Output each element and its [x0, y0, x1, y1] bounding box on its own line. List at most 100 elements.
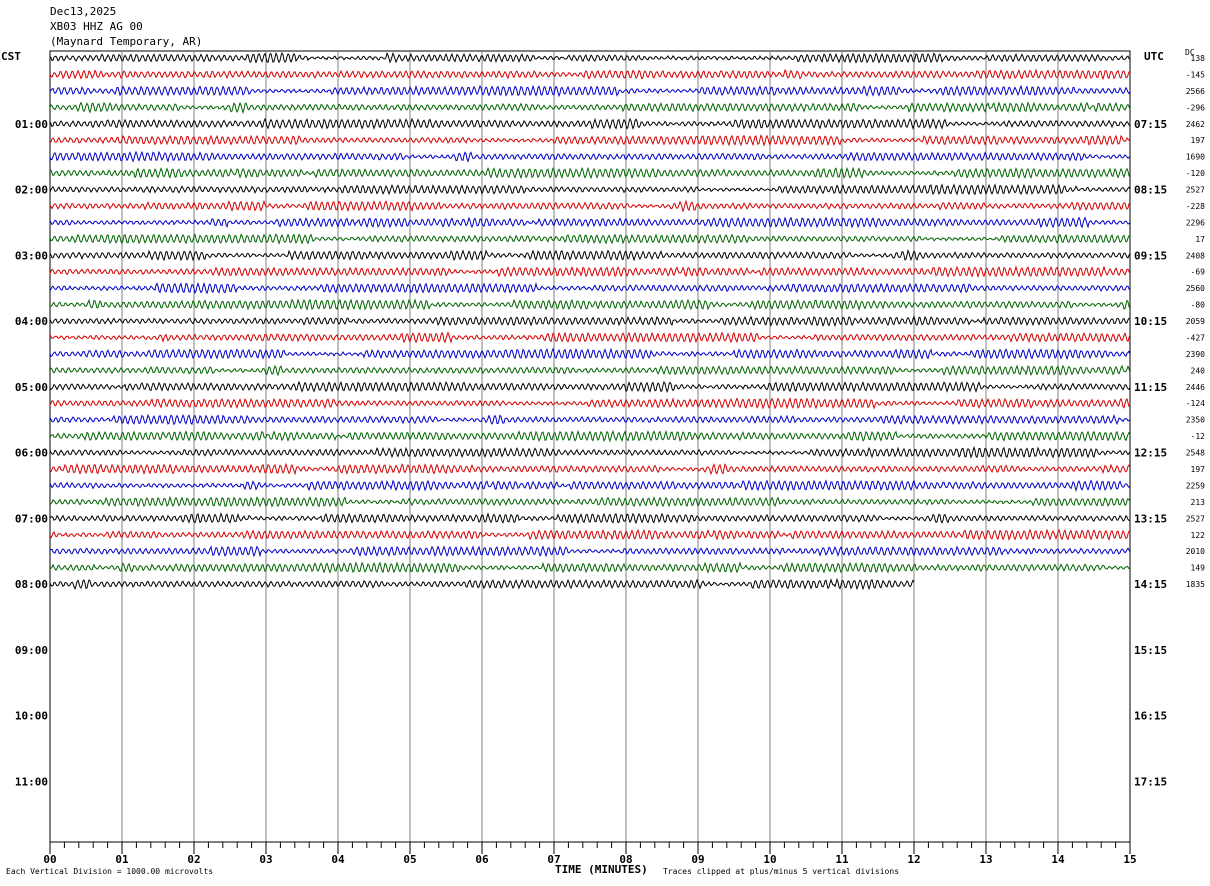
- x-tick-label: 09: [691, 853, 704, 866]
- seismic-trace: [49, 265, 1131, 279]
- left-hour-label: 08:00: [15, 578, 48, 591]
- seismic-trace: [49, 561, 1130, 574]
- x-tick-label: 07: [547, 853, 560, 866]
- seismic-trace: [49, 150, 1131, 163]
- seismic-trace: [49, 183, 1131, 196]
- right-hour-label: 08:15: [1134, 184, 1167, 197]
- station-id: XB03 HHZ AG 00: [50, 20, 143, 33]
- seismic-trace: [49, 281, 1131, 295]
- dc-offset-label: -69: [1191, 268, 1206, 277]
- dc-offset-label: 2560: [1186, 284, 1205, 293]
- seismic-trace: [49, 233, 1130, 246]
- right-hour-label: 12:15: [1134, 447, 1167, 460]
- left-hour-label: 04:00: [15, 315, 48, 328]
- seismic-trace: [49, 495, 1131, 508]
- dc-offset-label: -145: [1186, 70, 1205, 79]
- dc-offset-label: 2010: [1186, 547, 1205, 556]
- dc-offset-label: -296: [1186, 103, 1205, 112]
- x-tick-label: 15: [1123, 853, 1136, 866]
- seismic-trace: [49, 134, 1131, 147]
- dc-offset-label: 2408: [1186, 251, 1205, 260]
- dc-offset-label: 17: [1195, 235, 1205, 244]
- seismic-trace: [49, 166, 1131, 180]
- x-tick-label: 05: [403, 853, 416, 866]
- x-tick-label: 06: [475, 853, 489, 866]
- right-hour-label: 15:15: [1134, 644, 1167, 657]
- dc-offset-label: -80: [1191, 301, 1206, 310]
- seismic-trace: [49, 512, 1131, 525]
- seismic-trace: [49, 117, 1131, 130]
- dc-offset-label: 138: [1191, 54, 1206, 63]
- left-hour-label: 01:00: [15, 118, 48, 131]
- dc-offset-label: 2462: [1186, 120, 1205, 129]
- dc-offset-label: 1690: [1186, 153, 1205, 162]
- clip-note: Traces clipped at plus/minus 5 vertical …: [663, 867, 900, 876]
- seismic-trace: [49, 51, 1131, 64]
- x-tick-label: 04: [331, 853, 345, 866]
- seismic-trace: [49, 216, 1131, 229]
- dc-offset-label: 2527: [1186, 186, 1205, 195]
- dc-offset-label: 2390: [1186, 350, 1205, 359]
- seismic-trace: [49, 199, 1131, 213]
- x-tick-label: 02: [187, 853, 200, 866]
- dc-offset-label: 149: [1191, 564, 1206, 573]
- seismic-trace: [49, 528, 1130, 541]
- seismic-trace: [49, 413, 1131, 426]
- seismic-trace: [49, 68, 1131, 81]
- x-axis: 00 01 02 03 04 05 06 07 08 09 10 11 12 13 14 15: [43, 841, 1137, 866]
- left-hour-label: 09:00: [15, 644, 48, 657]
- dc-offset-label: 2446: [1186, 383, 1205, 392]
- seismic-trace: [49, 429, 1131, 443]
- x-tick-label: 01: [115, 853, 129, 866]
- left-hour-label: 05:00: [15, 381, 48, 394]
- dc-offset-label: 2296: [1186, 218, 1205, 227]
- seismic-trace: [49, 84, 1131, 98]
- x-tick-label: 08: [619, 853, 632, 866]
- seismic-trace: [49, 577, 915, 591]
- right-hour-label: 11:15: [1134, 381, 1167, 394]
- dc-offset-label: -12: [1191, 432, 1206, 441]
- seismic-trace: [49, 380, 1131, 393]
- dc-offset-label: 2259: [1186, 481, 1205, 490]
- seismic-trace: [49, 101, 1131, 115]
- x-tick-label: 10: [763, 853, 776, 866]
- x-tick-label: 11: [835, 853, 849, 866]
- left-hour-label: 03:00: [15, 249, 48, 262]
- dc-offset-label: 2350: [1186, 416, 1205, 425]
- left-timezone: CST: [1, 50, 21, 63]
- right-hour-label: 16:15: [1134, 710, 1167, 723]
- right-hour-label: 09:15: [1134, 249, 1167, 262]
- dc-label: DC: [1185, 48, 1195, 57]
- dc-offset-label: 240: [1191, 366, 1206, 375]
- left-hour-label: 11:00: [15, 775, 48, 788]
- trace-group: [49, 51, 1131, 591]
- x-tick-label: 03: [259, 853, 272, 866]
- seismic-trace: [49, 479, 1131, 492]
- left-hour-label: 10:00: [15, 710, 48, 723]
- dc-offset-label: 2548: [1186, 449, 1205, 458]
- left-hour-label: 06:00: [15, 447, 48, 460]
- x-tick-label: 12: [907, 853, 920, 866]
- plot-frame: [49, 50, 1131, 843]
- dc-offset-label: 122: [1191, 531, 1206, 540]
- dc-offset-label: -120: [1186, 169, 1205, 178]
- left-hour-label: 02:00: [15, 184, 48, 197]
- right-hour-label: 10:15: [1134, 315, 1167, 328]
- dc-offset-label: -228: [1186, 202, 1205, 211]
- dc-offset-label: 1835: [1186, 580, 1205, 589]
- seismic-trace: [49, 462, 1131, 476]
- chart-date: Dec13,2025: [50, 5, 117, 18]
- seismic-trace: [49, 396, 1131, 410]
- right-timezone: UTC: [1144, 50, 1164, 63]
- seismic-trace: [49, 545, 1131, 558]
- dc-offset-label: 197: [1191, 136, 1206, 145]
- seismic-trace: [49, 331, 1131, 344]
- seismic-trace: [49, 249, 1131, 262]
- left-hour-label: 07:00: [15, 512, 48, 525]
- x-axis-title: TIME (MINUTES): [555, 863, 648, 876]
- seismic-trace: [49, 315, 1131, 328]
- dc-offset-label: 2059: [1186, 317, 1205, 326]
- x-tick-label: 14: [1051, 853, 1065, 866]
- x-tick-label: 00: [43, 853, 56, 866]
